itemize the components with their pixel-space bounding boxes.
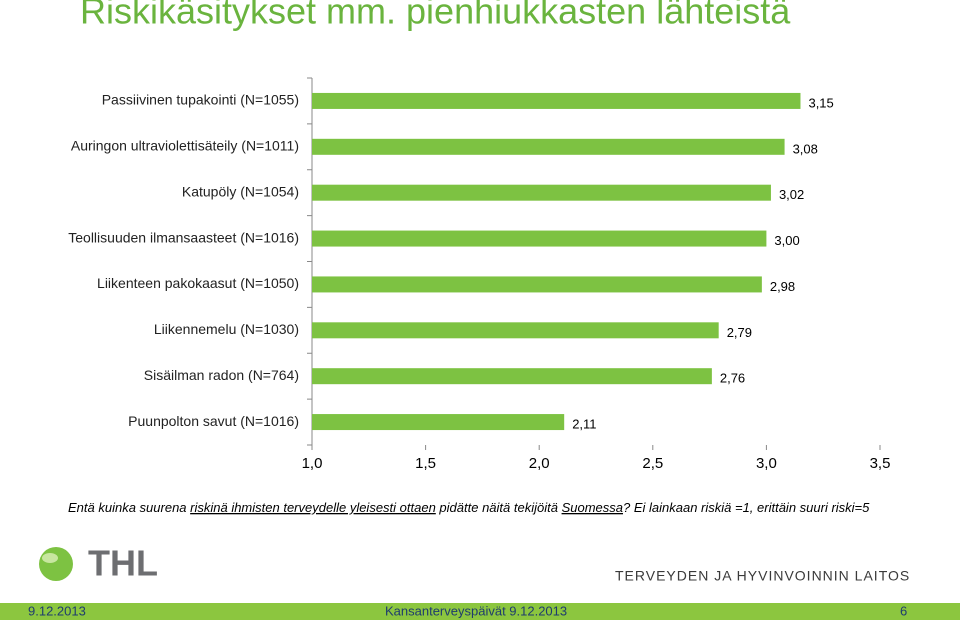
caption-part: riskinä ihmisten terveydelle yleisesti o… — [190, 500, 436, 515]
caption-part: Suomessa — [562, 500, 623, 515]
footer-event: Kansanterveyspäivät 9.12.2013 — [385, 603, 567, 618]
category-label: Katupöly (N=1054) — [182, 183, 299, 199]
x-tick-label: 3,5 — [870, 455, 891, 472]
x-tick-label: 2,0 — [529, 455, 550, 472]
organization: TERVEYDEN JA HYVINVOINNIN LAITOS — [615, 568, 910, 584]
category-label: Teollisuuden ilmansaasteet (N=1016) — [68, 229, 299, 245]
caption: Entä kuinka suurena riskinä ihmisten ter… — [68, 500, 870, 515]
value-label: 2,79 — [727, 325, 752, 340]
footer-date: 9.12.2013 — [28, 603, 86, 618]
category-label: Sisäilman radon (N=764) — [144, 367, 299, 383]
bar — [312, 184, 771, 201]
value-label: 2,11 — [572, 417, 596, 432]
category-label: Passiivinen tupakointi (N=1055) — [102, 92, 299, 108]
bar — [312, 230, 767, 247]
value-label: 3,02 — [779, 187, 804, 202]
footer-page: 6 — [900, 603, 907, 618]
logo-mark — [39, 547, 73, 581]
bar — [312, 368, 712, 385]
x-tick-label: 3,0 — [756, 455, 777, 472]
category-label: Liikenteen pakokaasut (N=1050) — [97, 275, 299, 291]
value-label: 3,15 — [808, 95, 833, 110]
slide-title: Riskikäsitykset mm. pienhiukkasten lähte… — [80, 0, 791, 32]
logo-text: THL — [88, 543, 158, 584]
bar — [312, 322, 719, 339]
caption-part: Entä kuinka suurena — [68, 500, 190, 515]
value-label: 3,08 — [793, 141, 818, 156]
bar — [312, 92, 801, 109]
category-label: Auringon ultraviolettisäteily (N=1011) — [71, 138, 299, 154]
category-label: Puunpolton savut (N=1016) — [128, 413, 299, 429]
caption-part: pidätte näitä tekijöitä — [436, 500, 562, 515]
category-label: Liikennemelu (N=1030) — [154, 321, 299, 337]
value-label: 2,98 — [770, 279, 795, 294]
bar — [312, 276, 762, 293]
footer-band — [0, 603, 960, 620]
logo-highlight — [42, 553, 58, 563]
bar — [312, 138, 785, 155]
value-label: 3,00 — [774, 233, 799, 248]
x-tick-label: 1,5 — [415, 455, 436, 472]
bar — [312, 414, 565, 431]
x-tick-label: 2,5 — [642, 455, 663, 472]
caption-part: ? Ei lainkaan riskiä =1, erittäin suuri … — [623, 500, 870, 515]
value-label: 2,76 — [720, 371, 745, 386]
x-tick-label: 1,0 — [302, 455, 323, 472]
